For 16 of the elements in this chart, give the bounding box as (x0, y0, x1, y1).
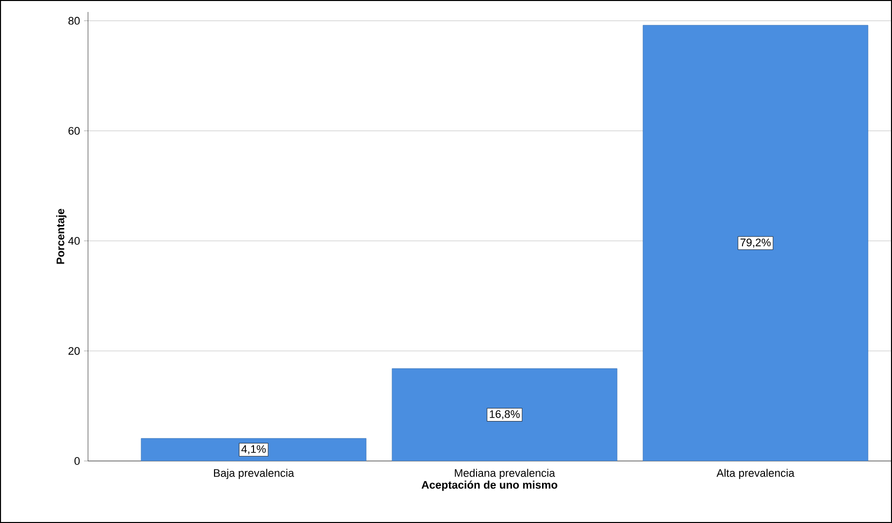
data-label: 4,1% (241, 445, 266, 454)
y-tick-label: 60 (68, 126, 80, 135)
data-label: 16,8% (490, 410, 520, 420)
bar (140, 438, 366, 461)
y-axis-title: Porcentaje (56, 208, 66, 264)
y-tick-label: 40 (68, 237, 80, 245)
y-tick-label: 20 (68, 347, 80, 355)
bar (642, 24, 868, 461)
bar (392, 368, 618, 461)
data-label: 79,2% (740, 238, 771, 248)
x-tick-label: Mediana prevalencia (454, 468, 556, 480)
x-tick-label: Baja prevalencia (214, 468, 294, 480)
x-axis-title: Aceptación de uno mismo (422, 480, 558, 491)
y-tick-label: 0 (74, 457, 80, 465)
x-tick-label: Alta prevalencia (716, 468, 794, 480)
y-tick-label: 80 (68, 16, 80, 25)
